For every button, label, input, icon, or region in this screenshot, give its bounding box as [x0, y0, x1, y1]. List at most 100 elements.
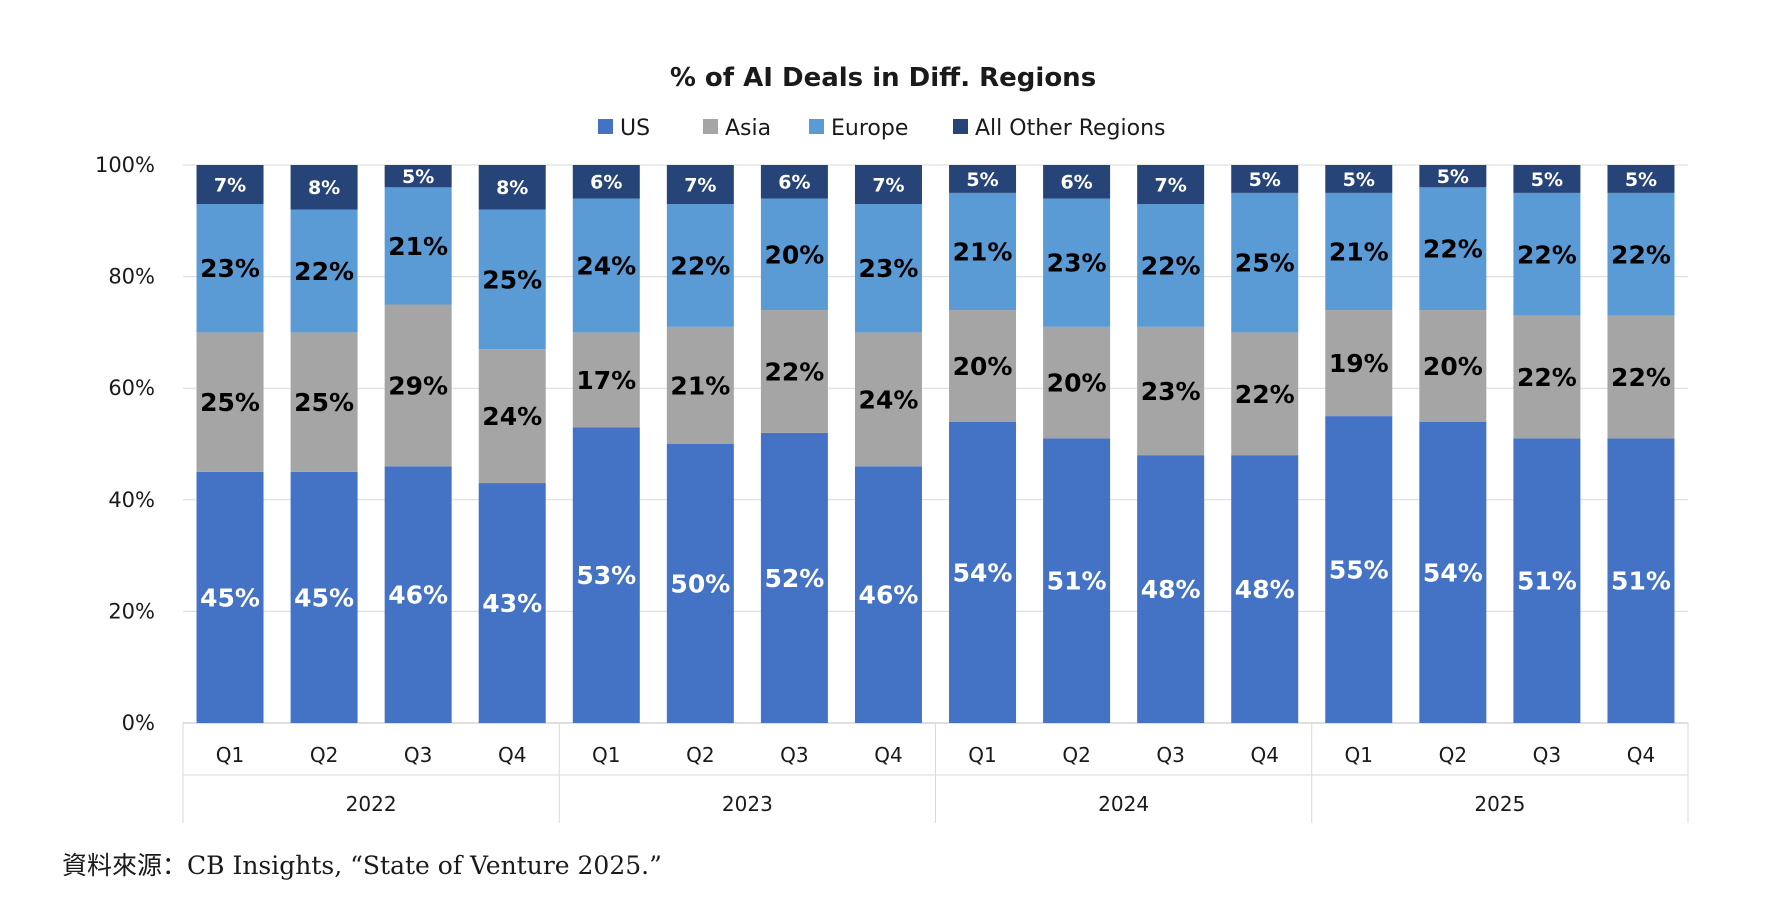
data-label-us-5: 50%: [670, 570, 730, 599]
bar-asia-3: [478, 349, 546, 484]
bar-all-other-regions-9: [1043, 165, 1111, 199]
data-label-all-other-regions-2: 5%: [402, 166, 434, 188]
bar-us-15: [1607, 438, 1675, 723]
bar-us-6: [760, 432, 828, 723]
data-label-us-4: 53%: [576, 561, 636, 590]
x-tick-4: Q1: [592, 743, 620, 767]
chart-title: % of AI Deals in Diff. Regions: [670, 63, 1096, 93]
data-label-all-other-regions-6: 6%: [778, 172, 810, 194]
data-label-europe-7: 23%: [859, 254, 919, 283]
bar-europe-4: [572, 198, 640, 333]
bar-all-other-regions-0: [196, 165, 264, 205]
x-axis: Q1 Q2 Q3 Q4 Q1 Q2 Q3 Q4 Q1 Q2 Q3 Q4 Q1 Q2 Q3 Q4 2022 2023…: [182, 723, 1689, 823]
bar-europe-0: [196, 204, 264, 333]
y-tick-40: 40%: [108, 488, 155, 512]
bars: 45% 25% 23% 7% 45% 25% 22% 8% 46% 29% 21% 5% 43% 24% 2…: [196, 165, 1675, 723]
source-note: 資料來源：CB Insights, “State of Venture 2025…: [62, 851, 662, 880]
data-label-asia-12: 19%: [1329, 349, 1389, 378]
data-label-us-12: 55%: [1329, 556, 1389, 585]
data-label-all-other-regions-4: 6%: [590, 172, 622, 194]
data-label-all-other-regions-3: 8%: [496, 177, 528, 199]
x-group-label-2: 2024: [1098, 792, 1149, 816]
bar-stack-13: 54% 20% 22% 5%: [1419, 165, 1487, 723]
bar-all-other-regions-7: [854, 165, 922, 205]
data-label-us-9: 51%: [1047, 567, 1107, 596]
bar-stack-12: 55% 19% 21% 5%: [1325, 165, 1393, 723]
bar-stack-10: 48% 23% 22% 7%: [1137, 165, 1205, 723]
bar-asia-6: [760, 310, 828, 433]
y-tick-100: 100%: [95, 153, 155, 177]
data-label-all-other-regions-8: 5%: [966, 169, 998, 191]
bar-us-3: [478, 483, 546, 723]
bar-all-other-regions-15: [1607, 165, 1675, 193]
legend: US Asia Europe All Other Regions: [598, 116, 1166, 141]
data-label-all-other-regions-11: 5%: [1249, 169, 1281, 191]
bar-europe-7: [854, 204, 922, 333]
data-label-us-15: 51%: [1611, 567, 1671, 596]
data-label-asia-4: 17%: [576, 366, 636, 395]
data-label-europe-15: 22%: [1611, 240, 1671, 269]
bar-us-7: [854, 466, 922, 723]
data-label-europe-10: 22%: [1141, 251, 1201, 280]
bar-stack-9: 51% 20% 23% 6%: [1043, 165, 1111, 723]
data-label-us-3: 43%: [482, 589, 542, 618]
bar-all-other-regions-13: [1419, 165, 1487, 188]
x-tick-9: Q2: [1062, 743, 1090, 767]
legend-swatch-3: [953, 119, 968, 134]
data-label-asia-5: 21%: [670, 371, 730, 400]
data-label-all-other-regions-7: 7%: [872, 174, 904, 196]
y-tick-80: 80%: [108, 265, 155, 289]
bar-europe-2: [384, 187, 452, 305]
bar-stack-7: 46% 24% 23% 7%: [854, 165, 922, 723]
data-label-europe-6: 20%: [764, 240, 824, 269]
bar-us-4: [572, 427, 640, 723]
x-tick-0: Q1: [216, 743, 244, 767]
y-tick-0: 0%: [122, 711, 155, 735]
data-label-us-11: 48%: [1235, 575, 1295, 604]
data-label-europe-1: 22%: [294, 257, 354, 286]
bar-asia-7: [854, 332, 922, 467]
legend-label-2: Europe: [831, 116, 908, 141]
data-label-us-6: 52%: [764, 564, 824, 593]
bar-asia-2: [384, 304, 452, 467]
bar-stack-3: 43% 24% 25% 8%: [478, 165, 546, 723]
bar-us-1: [290, 471, 358, 723]
bar-europe-3: [478, 209, 546, 350]
bar-stack-4: 53% 17% 24% 6%: [572, 165, 640, 723]
bar-europe-9: [1043, 198, 1111, 327]
bar-asia-8: [949, 310, 1017, 422]
bar-europe-6: [760, 198, 828, 311]
data-label-europe-11: 25%: [1235, 249, 1295, 278]
bar-all-other-regions-14: [1513, 165, 1581, 193]
bar-all-other-regions-8: [949, 165, 1017, 193]
bar-stack-0: 45% 25% 23% 7%: [196, 165, 264, 723]
bar-asia-9: [1043, 326, 1111, 439]
data-label-us-0: 45%: [200, 583, 260, 612]
data-label-all-other-regions-10: 7%: [1155, 174, 1187, 196]
data-label-europe-14: 22%: [1517, 240, 1577, 269]
x-tick-7: Q4: [874, 743, 902, 767]
legend-swatch-2: [809, 119, 824, 134]
bar-stack-8: 54% 20% 21% 5%: [949, 165, 1017, 723]
data-label-all-other-regions-9: 6%: [1060, 172, 1092, 194]
bar-asia-14: [1513, 315, 1581, 439]
y-tick-60: 60%: [108, 376, 155, 400]
legend-label-3: All Other Regions: [975, 116, 1166, 141]
bar-europe-13: [1419, 187, 1487, 311]
data-label-us-1: 45%: [294, 583, 354, 612]
x-group-label-0: 2022: [346, 792, 397, 816]
data-label-europe-9: 23%: [1047, 249, 1107, 278]
data-label-us-14: 51%: [1517, 567, 1577, 596]
bar-stack-14: 51% 22% 22% 5%: [1513, 165, 1581, 723]
data-label-europe-12: 21%: [1329, 237, 1389, 266]
data-label-all-other-regions-15: 5%: [1625, 169, 1657, 191]
bar-us-12: [1325, 416, 1393, 723]
x-tick-5: Q2: [686, 743, 714, 767]
x-tick-3: Q4: [498, 743, 526, 767]
data-label-us-8: 54%: [953, 558, 1013, 587]
bar-asia-5: [666, 326, 734, 444]
x-tick-14: Q3: [1533, 743, 1561, 767]
data-label-all-other-regions-12: 5%: [1343, 169, 1375, 191]
legend-label-1: Asia: [725, 116, 771, 141]
data-label-asia-1: 25%: [294, 388, 354, 417]
